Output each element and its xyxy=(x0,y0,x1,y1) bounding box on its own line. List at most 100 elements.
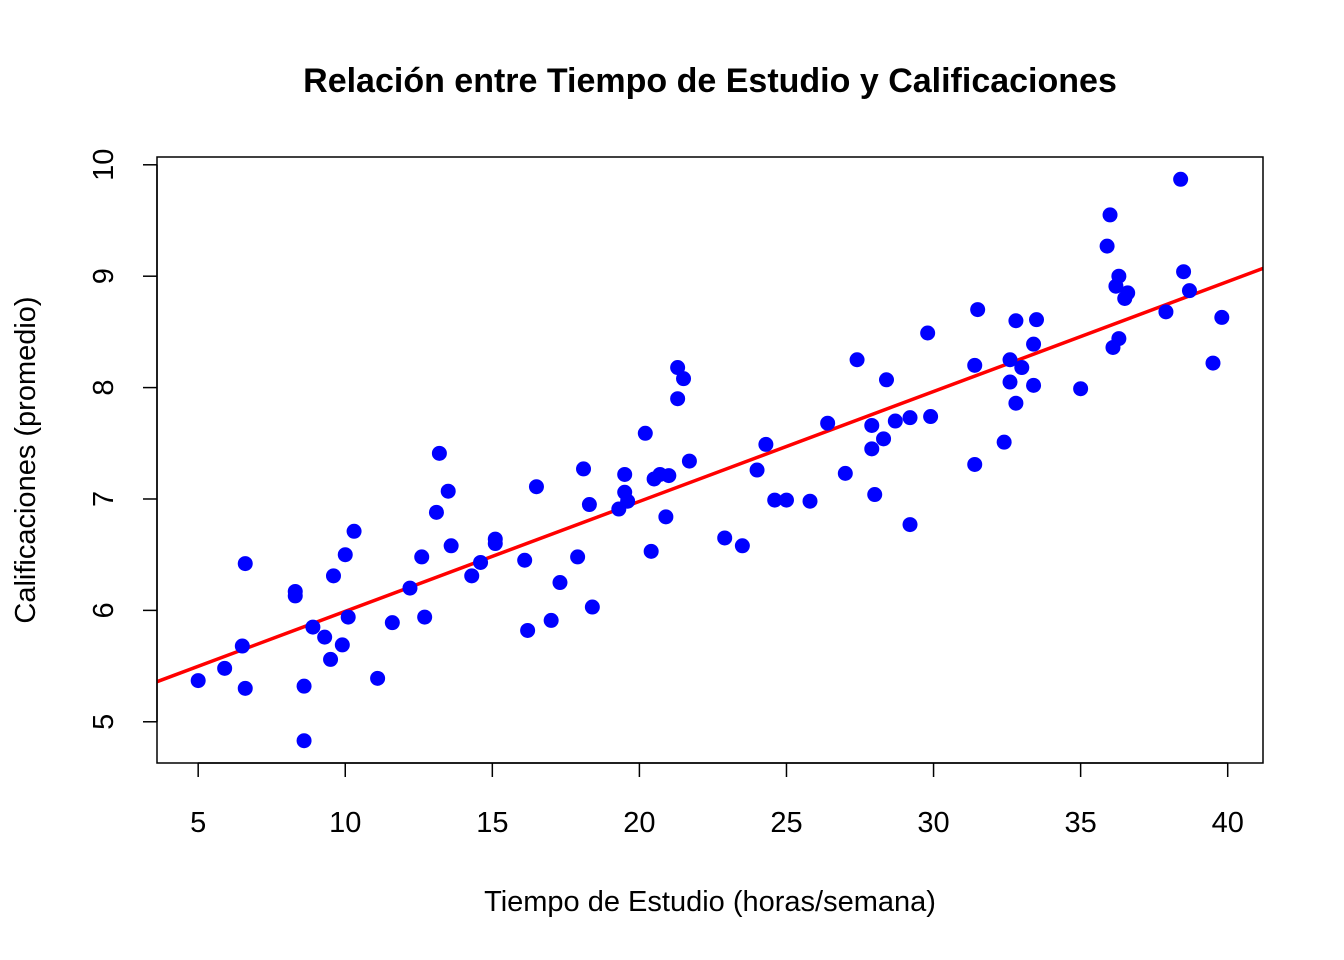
x-tick-label: 25 xyxy=(770,807,802,839)
data-point xyxy=(864,417,880,433)
data-point xyxy=(878,372,894,388)
data-point xyxy=(317,629,333,645)
data-point xyxy=(849,352,865,368)
data-point xyxy=(864,441,880,457)
data-point xyxy=(1073,381,1089,397)
data-point xyxy=(237,556,253,572)
data-point xyxy=(237,680,253,696)
data-point xyxy=(543,612,559,628)
axes: 5 10 15 20 25 30 35 40 5 6 7 8 9 10 xyxy=(88,149,1244,839)
data-point xyxy=(576,461,592,477)
y-tick-label: 10 xyxy=(88,149,120,181)
data-point xyxy=(681,453,697,469)
data-point xyxy=(1102,207,1118,223)
data-point xyxy=(778,492,794,508)
data-point xyxy=(902,410,918,426)
data-point xyxy=(384,615,400,631)
data-point xyxy=(370,670,386,686)
data-point xyxy=(1029,312,1045,328)
x-tick-label: 30 xyxy=(917,807,949,839)
data-point xyxy=(749,462,765,478)
y-tick-label: 7 xyxy=(88,491,120,507)
plot-frame xyxy=(156,156,1264,764)
data-point xyxy=(1026,377,1042,393)
data-point xyxy=(464,568,480,584)
x-axis-label: Tiempo de Estudio (horas/semana) xyxy=(484,886,936,918)
data-point xyxy=(1002,352,1018,368)
data-point xyxy=(1205,355,1221,371)
data-point xyxy=(1014,360,1030,376)
data-point xyxy=(517,552,533,568)
y-tick-label: 8 xyxy=(88,380,120,396)
data-point xyxy=(520,622,536,638)
data-point xyxy=(887,413,903,429)
data-point xyxy=(676,371,692,387)
x-tick-label: 40 xyxy=(1212,807,1244,839)
data-point xyxy=(334,637,350,653)
data-point xyxy=(643,543,659,559)
data-point xyxy=(296,678,312,694)
data-point xyxy=(1181,283,1197,299)
data-point xyxy=(923,409,939,425)
data-point xyxy=(340,609,356,625)
data-point xyxy=(670,391,686,407)
trend-line-group xyxy=(156,266,1264,684)
data-point xyxy=(802,493,818,509)
data-point xyxy=(617,466,633,482)
data-point xyxy=(867,487,883,503)
data-point xyxy=(287,588,303,604)
data-point xyxy=(996,434,1012,450)
data-point xyxy=(837,465,853,481)
data-point xyxy=(670,360,686,376)
y-tick-label: 5 xyxy=(88,714,120,730)
x-tick-label: 20 xyxy=(623,807,655,839)
data-point xyxy=(1120,285,1136,301)
data-point xyxy=(1214,309,1230,325)
data-point xyxy=(876,431,892,447)
data-point xyxy=(734,538,750,554)
data-point xyxy=(1002,374,1018,390)
data-point xyxy=(658,509,674,525)
data-point xyxy=(717,530,733,546)
data-point xyxy=(570,549,586,565)
data-point xyxy=(190,673,206,689)
x-tick-label: 15 xyxy=(476,807,508,839)
data-point xyxy=(305,619,321,635)
data-point xyxy=(346,523,362,539)
data-point xyxy=(1099,238,1115,254)
data-point xyxy=(414,549,430,565)
data-point xyxy=(1111,268,1127,284)
data-point xyxy=(443,538,459,554)
data-point xyxy=(428,504,444,520)
data-point xyxy=(473,554,489,570)
data-point xyxy=(325,568,341,584)
data-point xyxy=(820,415,836,431)
data-point xyxy=(234,638,250,654)
data-point xyxy=(402,580,418,596)
data-point xyxy=(1173,171,1189,187)
x-tick-label: 10 xyxy=(329,807,361,839)
x-tick-label: 35 xyxy=(1064,807,1096,839)
chart-title: Relación entre Tiempo de Estudio y Calif… xyxy=(303,62,1117,100)
data-point xyxy=(620,493,636,509)
data-point xyxy=(967,357,983,373)
data-point xyxy=(337,547,353,563)
data-point xyxy=(1026,336,1042,352)
data-point xyxy=(967,456,983,472)
data-point xyxy=(528,479,544,495)
data-point xyxy=(1111,331,1127,347)
data-point xyxy=(970,302,986,318)
data-point xyxy=(1176,264,1192,280)
data-point xyxy=(584,599,600,615)
y-axis-label: Calificaciones (promedio) xyxy=(10,296,42,623)
data-point xyxy=(296,733,312,749)
data-point xyxy=(902,517,918,533)
data-point xyxy=(758,436,774,452)
x-tick-label: 5 xyxy=(190,807,206,839)
data-point xyxy=(323,651,339,667)
data-point xyxy=(920,325,936,341)
y-tick-label: 9 xyxy=(88,268,120,284)
data-point xyxy=(431,445,447,461)
data-point xyxy=(581,497,597,513)
